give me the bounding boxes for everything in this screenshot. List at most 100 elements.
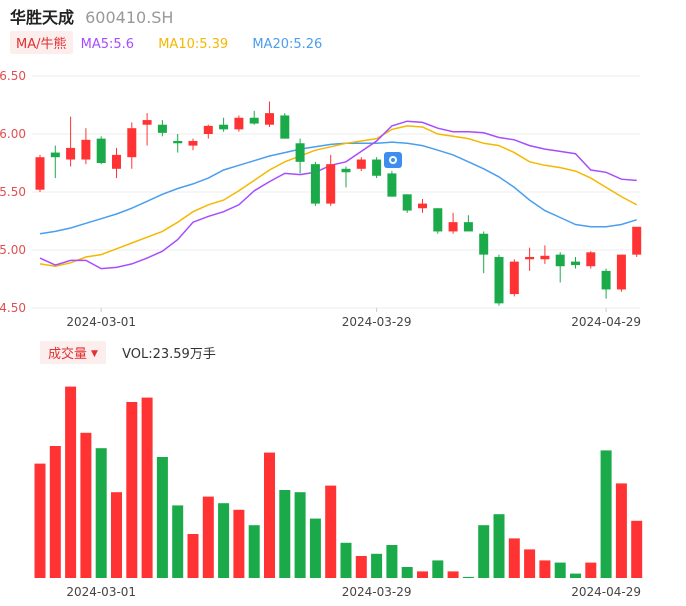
price-tick-label: 5.50 (0, 185, 26, 199)
candle-body (234, 117, 244, 130)
price-grid (32, 75, 640, 309)
candle-body (35, 157, 45, 190)
candle (525, 247, 535, 271)
candle-body (188, 140, 198, 146)
stock-name: 华胜天成 (10, 8, 75, 27)
candle-body (402, 194, 412, 211)
date-tick-label: 2024-04-29 (571, 315, 641, 329)
candle-body (66, 147, 76, 160)
candle (35, 154, 45, 192)
candle (356, 157, 366, 172)
candles (35, 101, 642, 306)
date-axis: 2024-03-01 2024-03-29 2024-04-29 (66, 308, 641, 329)
price-tick-label: 6.50 (0, 69, 26, 83)
candle (127, 122, 137, 169)
ma10-legend: MA10:5.39 (158, 37, 229, 52)
bird-badge-icon[interactable] (384, 152, 402, 168)
candle-body (142, 120, 152, 125)
ma-legend: MA/牛熊 MA5:5.6 MA10:5.39 MA20:5.26 (10, 31, 338, 54)
date-tick-label: 2024-03-29 (342, 315, 412, 329)
volume-date-axis: 2024-03-01 2024-03-29 2024-04-29 (66, 585, 641, 599)
volume-indicator-tag[interactable]: 成交量 ▼ (40, 341, 106, 364)
candle-body (81, 139, 91, 160)
candle (402, 194, 412, 213)
ma-indicator-tag[interactable]: MA/牛熊 (10, 31, 73, 54)
candle (81, 128, 91, 165)
volume-bar (111, 492, 122, 578)
volume-bar (508, 538, 520, 578)
candle-body (494, 256, 504, 304)
candle-body (295, 143, 305, 162)
candle-body (96, 138, 106, 163)
ma20-line (39, 141, 637, 235)
volume-bar (325, 485, 337, 578)
volume-bar (355, 556, 367, 578)
candle (616, 254, 626, 292)
candle-body (372, 159, 382, 176)
candle (265, 101, 274, 128)
candle (310, 161, 320, 206)
candlestick-chart: 6.50 6.00 5.50 5.00 4.50 2024-03-01 2024-03-2… (0, 69, 642, 329)
volume-date-tick-label: 2024-04-29 (571, 585, 641, 599)
candle (249, 110, 259, 125)
caret-down-icon: ▼ (91, 349, 98, 359)
candle (96, 136, 106, 165)
volume-bar (248, 525, 260, 578)
candle (463, 215, 473, 232)
candle (494, 254, 504, 306)
volume-bar (340, 542, 352, 578)
volume-date-tick-label: 2024-03-29 (342, 585, 412, 599)
volume-bar (386, 545, 398, 578)
candle-body (418, 203, 427, 209)
volume-bar (264, 452, 275, 578)
volume-bar (570, 573, 581, 578)
volume-chart: 2024-03-01 2024-03-29 2024-04-29 (34, 386, 643, 599)
candle-body (616, 254, 626, 290)
candle-body (525, 256, 535, 260)
candle-body (387, 173, 397, 197)
volume-bar (65, 386, 77, 578)
volume-bar (585, 562, 597, 578)
candle-body (157, 124, 167, 133)
candle (601, 268, 611, 299)
candle-body (127, 128, 137, 158)
volume-bar (417, 571, 428, 578)
volume-bar (539, 560, 551, 578)
price-tick-label: 6.00 (0, 127, 26, 141)
ma20-legend: MA20:5.26 (252, 37, 323, 52)
volume-bar (34, 463, 46, 578)
candle-body (356, 159, 366, 169)
candle (173, 134, 183, 153)
volume-bar (600, 450, 612, 578)
candle-body (555, 254, 565, 267)
volume-bar (432, 560, 444, 578)
candle-body (540, 255, 550, 260)
candle-body (479, 233, 489, 255)
candle-body (249, 117, 259, 124)
candle (555, 252, 565, 283)
volume-bars (34, 386, 643, 578)
volume-bar (615, 483, 627, 578)
candle (571, 256, 580, 269)
volume-bar (141, 397, 153, 578)
ma10-line (39, 125, 638, 267)
volume-date-tick-label: 2024-03-01 (66, 585, 136, 599)
candle-body (112, 154, 121, 169)
volume-bar (462, 576, 474, 578)
volume-bar (478, 525, 490, 578)
candle (418, 198, 427, 213)
candle (632, 226, 642, 257)
candle-body (632, 226, 642, 255)
candle (387, 171, 397, 197)
candle (203, 124, 213, 139)
price-axis: 6.50 6.00 5.50 5.00 4.50 (0, 69, 26, 315)
candle-body (50, 152, 60, 158)
candle (142, 113, 152, 146)
candle-body (341, 168, 351, 173)
moving-average-lines (39, 120, 638, 270)
candle (112, 147, 121, 179)
candle-body (310, 164, 320, 204)
stock-title: 华胜天成 600410.SH (10, 4, 173, 28)
stock-code: 600410.SH (85, 8, 174, 27)
volume-bar (172, 505, 184, 578)
